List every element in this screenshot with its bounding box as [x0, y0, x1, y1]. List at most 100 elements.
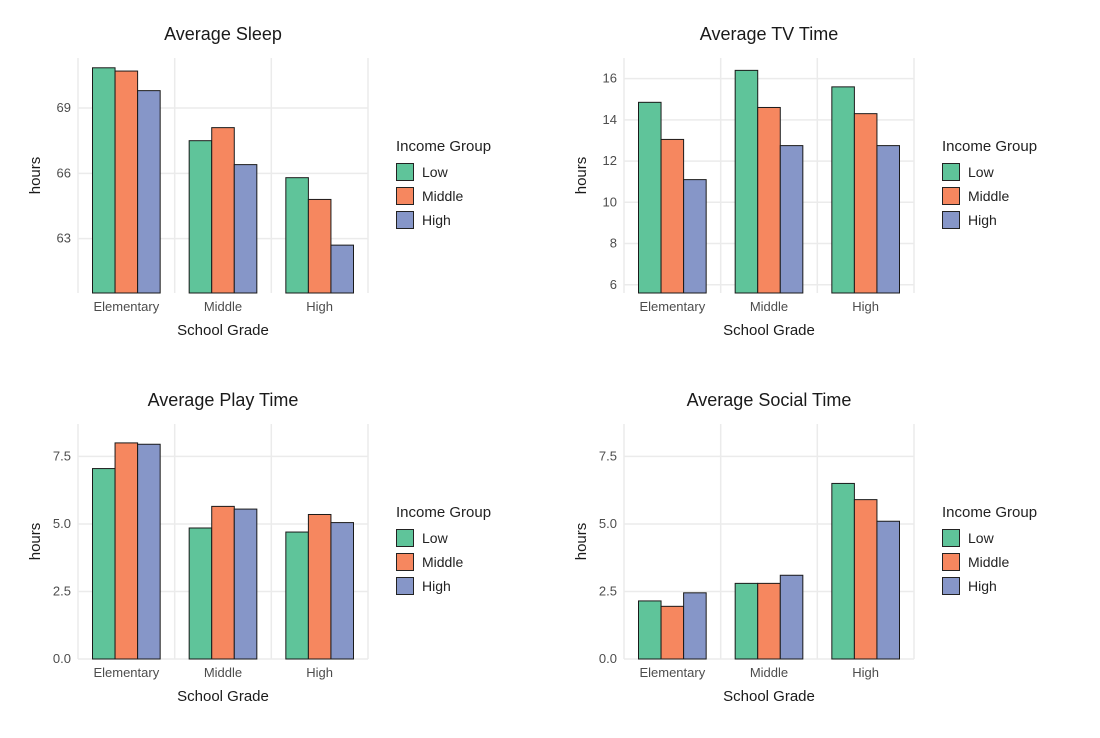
- legend-item-low: Low: [942, 529, 1037, 547]
- svg-text:63: 63: [57, 231, 71, 246]
- legend-title: Income Group: [396, 504, 491, 521]
- legend-item-low: Low: [396, 163, 491, 181]
- bar: [138, 444, 161, 659]
- legend-swatch: [396, 187, 414, 205]
- chart-title: Average Play Time: [148, 390, 299, 410]
- x-tick-label: Elementary: [93, 665, 159, 680]
- legend-label: Low: [422, 164, 448, 180]
- legend: Income GroupLowMiddleHigh: [396, 138, 491, 235]
- legend-item-middle: Middle: [942, 553, 1037, 571]
- legend-item-middle: Middle: [396, 187, 491, 205]
- x-axis-title: School Grade: [177, 322, 269, 339]
- chart-title: Average TV Time: [700, 24, 838, 44]
- chart-title: Average Sleep: [164, 24, 282, 44]
- bar: [93, 68, 116, 293]
- legend-swatch: [942, 211, 960, 229]
- svg-text:69: 69: [57, 100, 71, 115]
- legend-label: Middle: [422, 554, 463, 570]
- chart-panel-play: 0.02.55.07.5ElementaryMiddleHighAverage …: [24, 384, 530, 720]
- legend-item-middle: Middle: [396, 553, 491, 571]
- svg-text:0.0: 0.0: [599, 651, 617, 666]
- chart-panel-social: 0.02.55.07.5ElementaryMiddleHighAverage …: [570, 384, 1076, 720]
- svg-text:12: 12: [603, 153, 617, 168]
- legend-label: High: [968, 212, 997, 228]
- bar: [684, 180, 707, 293]
- x-tick-label: Middle: [204, 299, 242, 314]
- legend-label: Middle: [968, 554, 1009, 570]
- legend-label: Low: [968, 164, 994, 180]
- svg-text:8: 8: [610, 236, 617, 251]
- legend-swatch: [942, 187, 960, 205]
- legend-swatch: [396, 577, 414, 595]
- svg-text:66: 66: [57, 165, 71, 180]
- x-axis-title: School Grade: [723, 322, 815, 339]
- x-tick-label: High: [852, 665, 879, 680]
- chart-panel-tv: 6810121416ElementaryMiddleHighAverage TV…: [570, 18, 1076, 354]
- bar: [138, 91, 161, 293]
- legend: Income Group Low Middle High: [942, 138, 1037, 235]
- legend-label: Middle: [968, 188, 1009, 204]
- svg-text:10: 10: [603, 194, 617, 209]
- svg-text:14: 14: [603, 112, 617, 127]
- svg-text:7.5: 7.5: [599, 448, 617, 463]
- bar: [877, 146, 900, 293]
- legend-swatch: [942, 553, 960, 571]
- bar: [639, 102, 662, 293]
- x-tick-label: High: [306, 665, 333, 680]
- chart-play: 0.02.55.07.5ElementaryMiddleHighAverage …: [24, 384, 376, 720]
- bar: [758, 583, 781, 659]
- bar: [308, 199, 331, 293]
- legend-label: High: [422, 212, 451, 228]
- bar: [780, 575, 803, 659]
- legend-swatch: [396, 211, 414, 229]
- legend-item-high: High: [396, 211, 491, 229]
- legend: Income GroupLowMiddleHigh: [396, 504, 491, 601]
- y-axis-title: hours: [573, 157, 590, 195]
- x-axis-title: School Grade: [723, 688, 815, 705]
- chart-social: 0.02.55.07.5ElementaryMiddleHighAverage …: [570, 384, 922, 720]
- bar: [331, 245, 354, 293]
- bar: [877, 521, 900, 659]
- chart-grid: 63 66 69 Elementary Middle High Average Sleep S…: [24, 18, 1076, 720]
- bar: [854, 500, 877, 659]
- bar: [286, 178, 309, 293]
- legend-swatch: [396, 163, 414, 181]
- bar: [735, 583, 758, 659]
- legend-label: Low: [422, 530, 448, 546]
- chart-title: Average Social Time: [687, 390, 852, 410]
- legend-item-low: Low: [396, 529, 491, 547]
- x-tick-label: Elementary: [639, 665, 705, 680]
- bar: [93, 469, 116, 659]
- bar: [212, 128, 235, 293]
- legend-swatch: [942, 529, 960, 547]
- legend-label: Low: [968, 530, 994, 546]
- y-axis-title: hours: [27, 157, 44, 195]
- bar: [832, 483, 855, 659]
- bar: [115, 443, 138, 659]
- legend-swatch: [396, 529, 414, 547]
- bar: [758, 107, 781, 293]
- chart-sleep: 63 66 69 Elementary Middle High Average Sleep S…: [24, 18, 376, 354]
- bar: [189, 528, 212, 659]
- bar: [780, 146, 803, 293]
- x-axis-title: School Grade: [177, 688, 269, 705]
- x-tick-label: Middle: [750, 299, 788, 314]
- legend-title: Income Group: [942, 138, 1037, 155]
- legend-label: High: [968, 578, 997, 594]
- x-tick-label: Elementary: [93, 299, 159, 314]
- bar: [286, 532, 309, 659]
- bar: [854, 114, 877, 293]
- bar: [331, 523, 354, 659]
- bar: [308, 514, 331, 659]
- legend-item-middle: Middle: [942, 187, 1037, 205]
- bar: [661, 139, 684, 293]
- legend-swatch: [396, 553, 414, 571]
- bar: [234, 165, 257, 293]
- svg-text:5.0: 5.0: [599, 516, 617, 531]
- legend: Income GroupLowMiddleHigh: [942, 504, 1037, 601]
- x-tick-label: High: [852, 299, 879, 314]
- bar: [639, 601, 662, 659]
- legend-swatch: [942, 577, 960, 595]
- x-tick-label: High: [306, 299, 333, 314]
- bar: [234, 509, 257, 659]
